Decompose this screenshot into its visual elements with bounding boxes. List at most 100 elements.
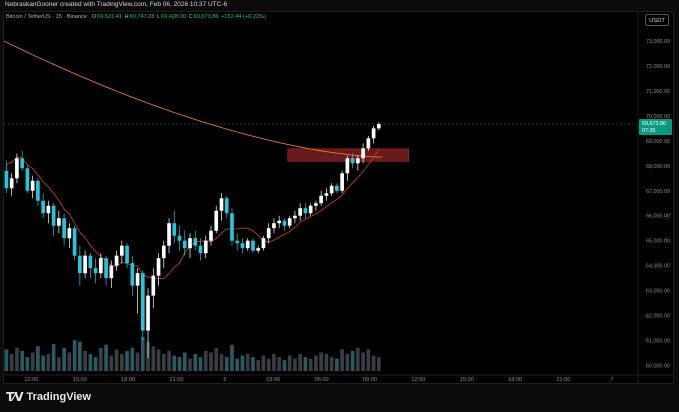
x-tick-label: 09:00 (363, 377, 377, 383)
candle-body (324, 193, 329, 196)
candle-body (125, 245, 129, 264)
last-price-tag (639, 119, 672, 136)
candle-body (219, 198, 224, 211)
low-key: L (157, 14, 161, 20)
y-tick-label: 63,000.00 (646, 289, 670, 295)
tradingview-logo[interactable]: T⁄V TradingView (6, 390, 91, 404)
candle-body (261, 238, 266, 249)
candle-body (298, 208, 303, 216)
open-value: 69,521.41 (97, 14, 122, 20)
volume-bar (188, 358, 192, 371)
volume-bar (329, 357, 334, 371)
volume-bar (36, 346, 40, 371)
candle-body (172, 223, 177, 236)
candle-body (88, 255, 93, 269)
volume-bar (4, 349, 9, 371)
volume-bar (261, 355, 266, 371)
volume-bar (340, 349, 344, 371)
candle-body (188, 238, 192, 249)
volume-bar (272, 354, 276, 371)
candle-body (167, 223, 171, 246)
ma-slow-line (3, 40, 383, 158)
change-value: +152.44 (+0.22%) (221, 14, 266, 20)
volume-bar (293, 358, 297, 371)
candle-body (72, 228, 77, 256)
volume-bar (230, 344, 234, 371)
candle-body (83, 255, 87, 274)
open-key: O (91, 14, 97, 20)
chart-credit: NebraskanGooner created with TradingView… (5, 1, 228, 8)
candle-body (57, 218, 61, 226)
candle-body (182, 240, 187, 249)
x-tick-label: 12:00 (411, 377, 425, 383)
volume-bar (78, 341, 82, 371)
volume-bar (93, 357, 98, 371)
volume-bar (256, 360, 261, 371)
volume-bar (130, 347, 135, 371)
header-bar: NebraskanGooner created with TradingView… (0, 0, 679, 9)
candle-body (78, 255, 82, 274)
volume-bar (235, 358, 240, 371)
candle-body (51, 205, 56, 226)
candle-body (119, 245, 124, 256)
candle-body (335, 185, 339, 191)
candle-body (293, 215, 297, 219)
volume-bar (62, 347, 66, 371)
y-tick-label: 61,000.00 (646, 339, 670, 345)
candle-body (319, 195, 323, 204)
volume-bar (251, 357, 255, 371)
volume-bar (224, 357, 229, 371)
candle-body (30, 180, 35, 191)
volume-bar (151, 346, 156, 371)
volume-bar (30, 352, 35, 371)
ma-fast-line (6, 148, 380, 279)
volume-bar (287, 355, 292, 371)
volume-bar (109, 355, 114, 371)
volume-bar (88, 354, 93, 371)
candle-body (67, 228, 72, 239)
high-key: H (124, 14, 129, 20)
symbol-label: Bitcoin / TetherUS · 15 · Binance (6, 14, 88, 20)
volume-bar (83, 350, 87, 371)
candle-body (62, 218, 66, 239)
y-tick-label: 71,000.00 (646, 89, 670, 95)
candle-body (4, 170, 9, 189)
volume-bar (104, 344, 108, 371)
candle-body (161, 245, 166, 259)
candle-body (203, 240, 208, 254)
volume-bar (377, 357, 381, 371)
candle-body (214, 210, 219, 231)
volume-bar (314, 355, 318, 371)
candle-body (36, 180, 40, 201)
footer-bar (0, 386, 679, 412)
y-tick-label: 68,000.00 (646, 164, 670, 170)
volume-bar (214, 347, 219, 371)
candle-body (245, 240, 250, 249)
candle-body (230, 213, 234, 241)
chart-frame[interactable] (3, 11, 674, 384)
candle-body (224, 198, 229, 214)
candle-body (303, 208, 308, 214)
x-tick-label: 15:00 (73, 377, 87, 383)
volume-bar (67, 352, 72, 371)
candle-body (356, 158, 360, 164)
candle-body (209, 230, 213, 241)
volume-bar (361, 352, 365, 371)
volume-bar (240, 355, 245, 371)
candle-body (104, 258, 108, 279)
candle-body (366, 138, 371, 149)
candle-body (41, 200, 45, 214)
x-tick-label: 21:00 (170, 377, 184, 383)
volume-bar (172, 355, 177, 371)
chart-legend: Bitcoin / TetherUS · 15 · Binance O69,52… (6, 14, 266, 20)
high-value: 69,747.28 (129, 14, 155, 20)
volume-bar (219, 354, 224, 371)
candle-body (340, 173, 344, 191)
currency-button[interactable]: USDT (645, 14, 669, 26)
candle-body (15, 158, 19, 179)
candle-body (156, 258, 161, 276)
candle-body (251, 240, 255, 251)
volume-bar (25, 357, 30, 371)
volume-bar (193, 354, 198, 371)
